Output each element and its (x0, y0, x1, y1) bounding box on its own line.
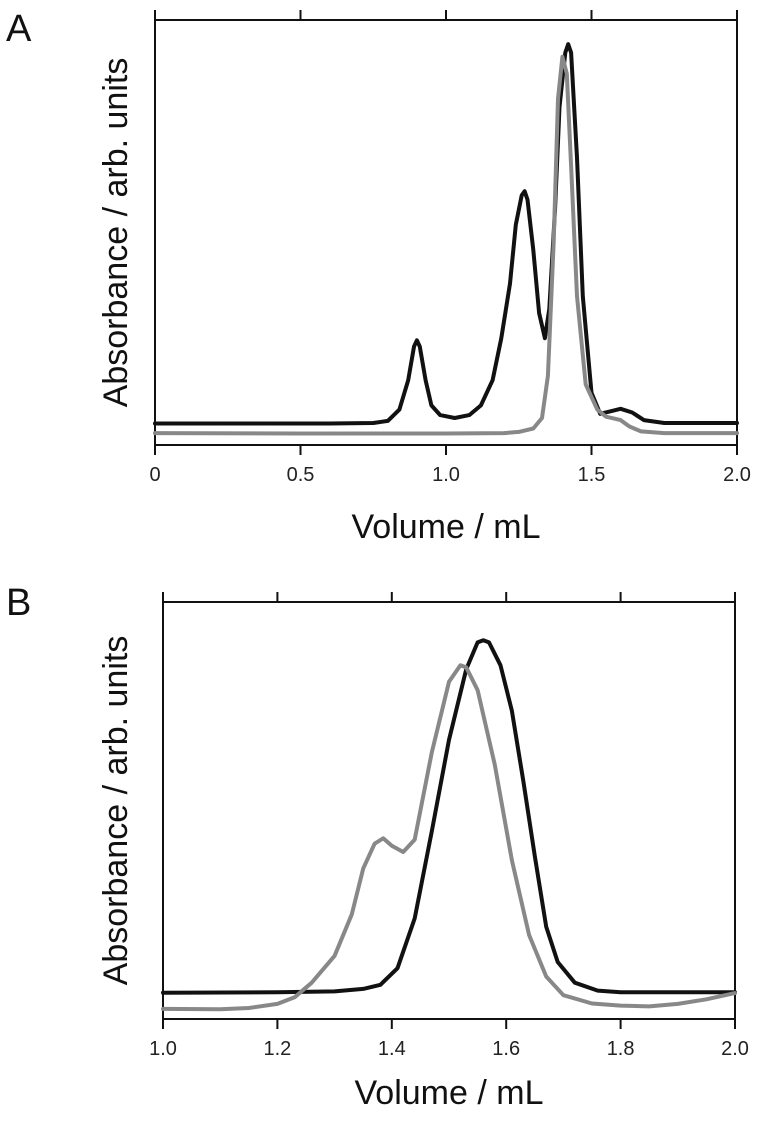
x-tick-label-b-5: 2.0 (721, 1038, 749, 1060)
x-axis-title-a: Volume / mL (352, 508, 541, 546)
series-line-a-0 (153, 42, 739, 426)
chart-panel-b: B 1.0 1.2 1.4 1.6 1.8 2.0 Volume / mL Absorbanc… (0, 572, 760, 1125)
y-axis-title-b: Absorbance / arb. units (97, 636, 135, 986)
y-axis-title-a: Absorbance / arb. units (97, 58, 135, 408)
x-tick-label-a-1: 0.5 (287, 464, 315, 486)
x-tick-label-b-0: 1.0 (149, 1038, 177, 1060)
series-line-a-1 (153, 54, 739, 436)
panel-letter-a: A (6, 8, 32, 50)
plot-frame-b (162, 601, 736, 1020)
x-tick-label-a-3: 1.5 (578, 464, 606, 486)
x-tick-label-b-1: 1.2 (263, 1038, 291, 1060)
chart-panel-a: A 0 0.5 1.0 1.5 2.0 Volume / mL Absorbance / a… (0, 0, 760, 560)
panel-letter-b: B (6, 582, 32, 624)
x-tick-label-b-4: 1.8 (607, 1038, 635, 1060)
x-tick-label-a-0: 0 (149, 464, 160, 486)
plot-frame-a (154, 19, 738, 446)
series-line-b-1 (161, 663, 737, 1012)
chart-b-svg: 1.0 1.2 1.4 1.6 1.8 2.0 Volume / mL Absorbance … (97, 592, 749, 1112)
x-axis-title-b: Volume / mL (355, 1074, 544, 1112)
chart-a-svg: 0 0.5 1.0 1.5 2.0 Volume / mL Absorbance / arb… (97, 10, 751, 546)
series-line-b-0 (161, 638, 737, 995)
x-tick-label-a-2: 1.0 (432, 464, 460, 486)
x-tick-label-b-2: 1.4 (378, 1038, 406, 1060)
x-tick-label-a-4: 2.0 (723, 464, 751, 486)
x-tick-label-b-3: 1.6 (492, 1038, 520, 1060)
